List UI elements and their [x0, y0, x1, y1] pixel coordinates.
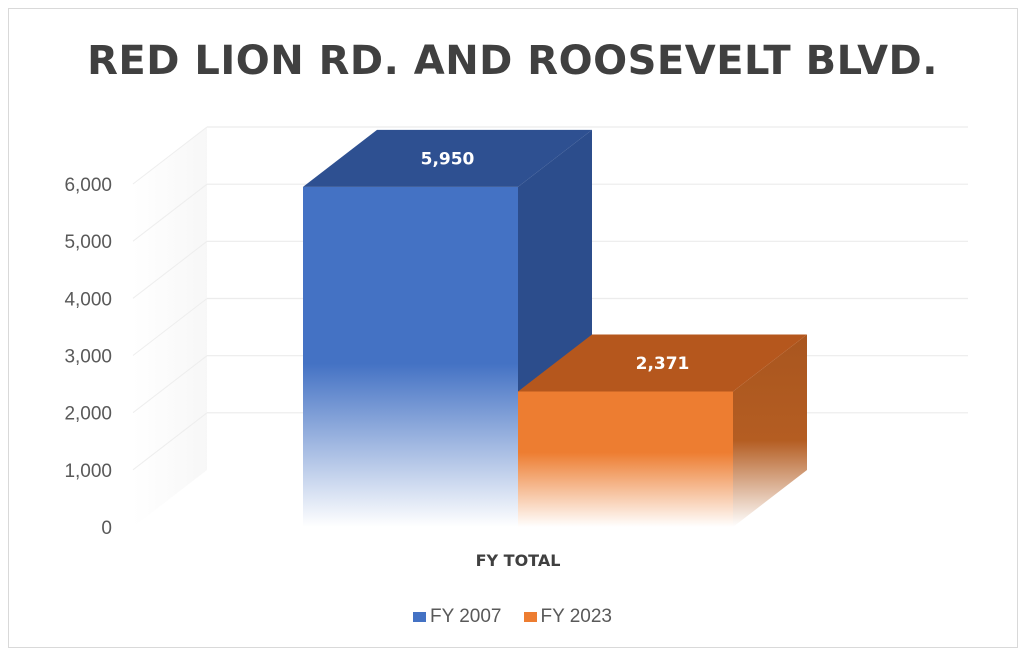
y-tick-label: 3,000: [64, 347, 112, 368]
bar-fy-2007: [303, 186, 518, 527]
legend-label: FY 2007: [430, 606, 502, 627]
y-tick-label: 5,000: [64, 232, 112, 253]
y-tick-label: 2,000: [64, 404, 112, 425]
data-label-fy-2023: 2,371: [636, 354, 690, 374]
gridline-diagonal: [132, 355, 208, 414]
bar-top-fy-2007: [303, 129, 592, 187]
y-tick-label: 4,000: [64, 289, 112, 310]
bar-top-fy-2023: [518, 334, 807, 392]
x-category-label: FY TOTAL: [476, 551, 561, 570]
y-tick-label: 1,000: [64, 461, 112, 482]
legend-item: FY 2007: [413, 606, 502, 628]
legend-swatch: [413, 612, 427, 622]
data-label-fy-2007: 5,950: [421, 149, 475, 169]
y-tick-label: 0: [101, 518, 112, 539]
gridline-diagonal: [132, 298, 208, 356]
gridline-diagonal: [132, 126, 208, 185]
y-tick-label: 6,000: [64, 175, 112, 196]
bar-side-fy-2023: [733, 334, 807, 527]
legend-item: FY 2023: [523, 606, 612, 628]
legend-swatch: [523, 612, 537, 622]
legend-label: FY 2023: [540, 606, 612, 627]
gridline-diagonal: [132, 412, 208, 471]
gridline-diagonal: [132, 240, 208, 299]
bar-fy-2023: [518, 391, 733, 527]
gridline-diagonal: [132, 183, 208, 242]
legend: FY 2007 FY 2023: [0, 606, 1025, 628]
chart-title: RED LION RD. AND ROOSEVELT BLVD.: [87, 38, 938, 84]
